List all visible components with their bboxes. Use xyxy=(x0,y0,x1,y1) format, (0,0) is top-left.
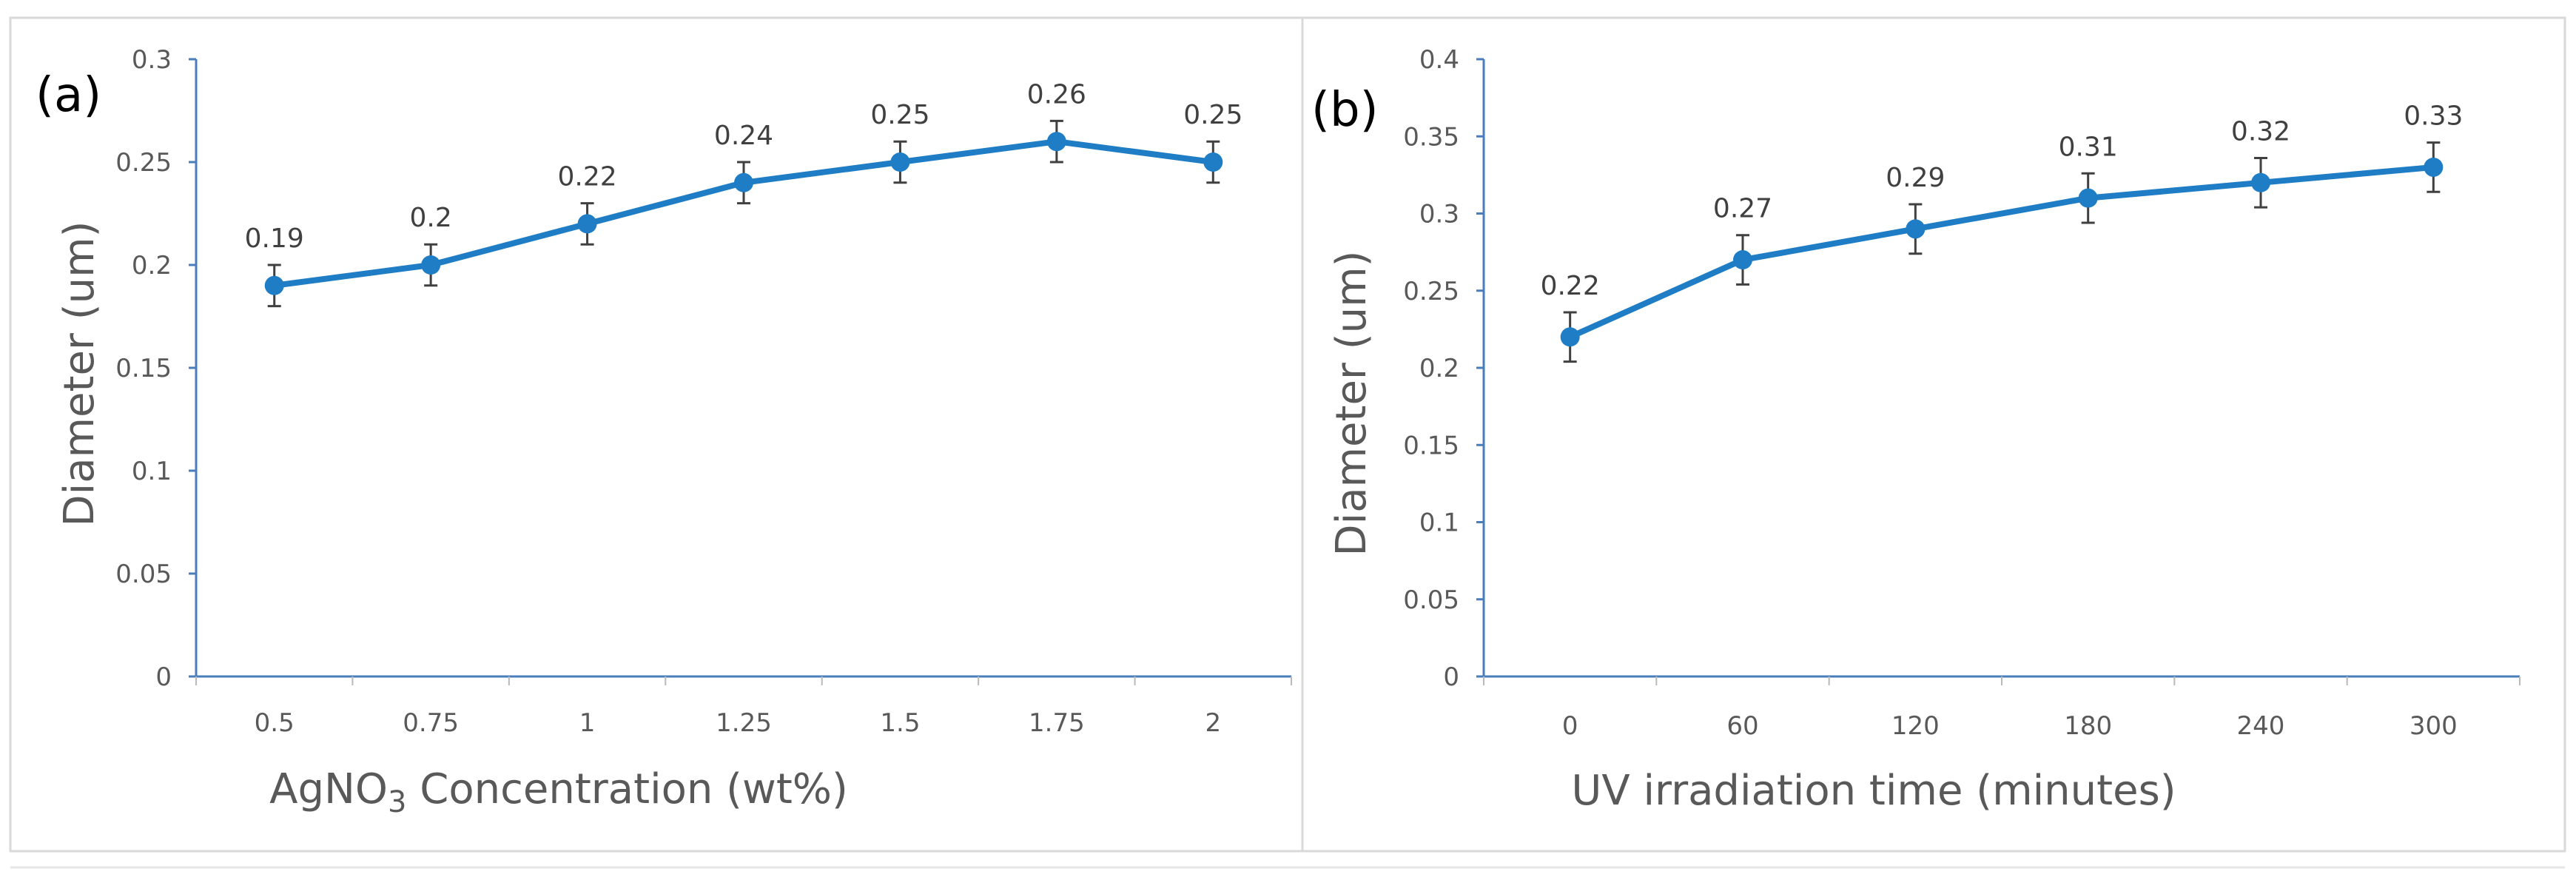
panel-b-frame xyxy=(1301,16,2566,853)
chart-b-y-tick-label: 0.2 xyxy=(1419,354,1459,383)
chart-a-y-axis-title: Diameter (um) xyxy=(56,221,104,527)
chart-a-data-point xyxy=(890,152,910,172)
chart-a-y-tick-label: 0 xyxy=(155,662,172,692)
chart-a-y-tick-label: 0.1 xyxy=(132,457,172,486)
chart-b-y-tick-label: 0.25 xyxy=(1403,277,1459,306)
chart-b-axes xyxy=(1482,59,2520,678)
chart-a-data-label: 0.25 xyxy=(870,100,929,130)
chart-b-y-tick-label: 0.15 xyxy=(1403,431,1459,460)
chart-b-y-tick-label: 0.4 xyxy=(1419,45,1459,75)
chart-b-data-label: 0.33 xyxy=(2404,101,2463,132)
chart-b-data-point xyxy=(1906,219,1926,239)
chart-a-y-tick-label: 0.2 xyxy=(132,251,172,281)
chart-a-x-tick-label: 1 xyxy=(579,708,596,738)
chart-a-ticks: 0 0.05 0.1 0.15 0.2 0.25 0.3 0.5 0.75 1 1.25 1.5 1.7… xyxy=(115,45,1292,738)
panel-b-label: (b) xyxy=(1311,83,1379,138)
chart-a-x-tick-label: 0.5 xyxy=(255,708,295,738)
chart-a-data-point xyxy=(577,214,597,234)
chart-b-x-tick-label: 60 xyxy=(1726,711,1758,741)
chart-a-data-point xyxy=(421,255,441,275)
chart-a-x-tick-label: 2 xyxy=(1205,708,1221,738)
chart-a-data-label: 0.24 xyxy=(714,121,773,151)
chart-b-y-tick-label: 0.3 xyxy=(1419,200,1459,229)
chart-a-data-point xyxy=(734,172,753,192)
chart-b-data-label: 0.22 xyxy=(1541,271,1600,301)
chart-a-x-tick-label: 0.75 xyxy=(403,708,459,738)
chart-b-y-tick-label: 0.35 xyxy=(1403,122,1459,152)
chart-a-x-title-rest: Concentration (wt%) xyxy=(406,765,847,813)
chart-a-x-axis-title: AgNO3 Concentration (wt%) xyxy=(269,765,848,819)
chart-a-x-tick-label: 1.75 xyxy=(1029,708,1085,738)
chart-b-data-point xyxy=(1733,250,1752,270)
chart-b-x-tick-label: 240 xyxy=(2237,711,2285,741)
chart-b: (b) Diameter (um) UV irradiation time (m… xyxy=(1311,45,2520,815)
chart-b-y-tick-label: 0 xyxy=(1443,662,1459,692)
chart-b-y-axis-title: Diameter (um) xyxy=(1328,251,1376,557)
chart-a-x-title-sub: 3 xyxy=(388,785,406,819)
chart-a-x-tick-label: 1.25 xyxy=(716,708,772,738)
chart-a-data-label: 0.19 xyxy=(245,224,304,254)
chart-b-data-label: 0.32 xyxy=(2231,116,2290,147)
chart-b-data-point xyxy=(2424,157,2444,177)
chart-a-y-tick-label: 0.3 xyxy=(132,45,172,75)
chart-a-data-point xyxy=(1203,152,1223,172)
chart-a-data-label: 0.25 xyxy=(1183,100,1242,130)
chart-a-data-label: 0.22 xyxy=(557,162,616,192)
chart-b-ticks: 0 0.05 0.1 0.15 0.2 0.25 0.3 0.35 0.4 0 60 120 180 24… xyxy=(1403,45,2520,741)
chart-a-y-tick-label: 0.05 xyxy=(115,560,172,589)
chart-b-x-tick-label: 300 xyxy=(2409,711,2458,741)
chart-b-data-point xyxy=(2078,188,2098,208)
panel-a-frame xyxy=(9,16,1304,853)
chart-b-x-tick-label: 180 xyxy=(2064,711,2112,741)
chart-a: (a) Diameter (um) AgNO3 Concentration (w… xyxy=(36,45,1292,819)
chart-a-data-label: 0.2 xyxy=(410,203,452,233)
chart-b-y-tick-label: 0.05 xyxy=(1403,585,1459,615)
chart-b-x-tick-label: 120 xyxy=(1891,711,1940,741)
chart-b-series-line xyxy=(1567,164,2437,340)
chart-b-x-axis-title: UV irradiation time (minutes) xyxy=(1571,767,2176,815)
chart-b-series: 0.22 0.27 0.29 0.31 0.32 0.33 xyxy=(1541,101,2463,363)
chart-b-y-tick-label: 0.1 xyxy=(1419,508,1459,538)
panel-a-label: (a) xyxy=(36,68,101,123)
chart-a-data-label: 0.26 xyxy=(1027,79,1086,110)
chart-a-data-point xyxy=(1046,132,1066,152)
chart-b-data-point xyxy=(1560,327,1580,347)
chart-a-x-title-main: AgNO xyxy=(269,765,388,813)
chart-a-data-point xyxy=(264,275,284,295)
chart-a-series: 0.19 0.2 0.22 0.24 0.25 0.26 0.25 xyxy=(245,79,1242,308)
chart-b-x-tick-label: 0 xyxy=(1562,711,1578,741)
chart-a-x-tick-label: 1.5 xyxy=(880,708,920,738)
chart-a-y-tick-label: 0.25 xyxy=(115,148,172,178)
chart-b-data-label: 0.27 xyxy=(1713,194,1772,224)
chart-b-data-label: 0.29 xyxy=(1886,163,1945,193)
chart-b-data-point xyxy=(2251,172,2270,192)
chart-a-y-tick-label: 0.15 xyxy=(115,354,172,383)
chart-b-data-label: 0.31 xyxy=(2059,132,2118,162)
